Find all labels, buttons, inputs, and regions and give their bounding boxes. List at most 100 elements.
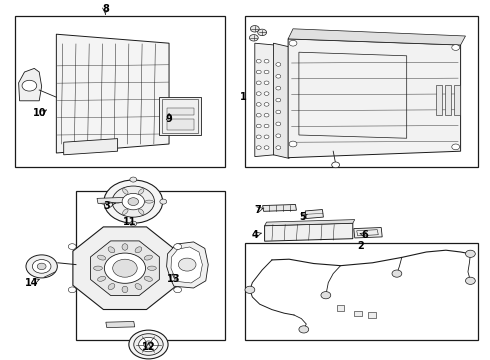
Circle shape xyxy=(321,292,331,299)
Circle shape xyxy=(139,337,158,352)
Text: 12: 12 xyxy=(142,342,155,352)
Circle shape xyxy=(332,162,340,168)
Circle shape xyxy=(264,103,269,106)
Text: 14: 14 xyxy=(25,278,39,288)
Ellipse shape xyxy=(144,255,152,260)
Circle shape xyxy=(392,270,402,277)
Polygon shape xyxy=(288,29,466,45)
Circle shape xyxy=(276,134,281,138)
Circle shape xyxy=(37,263,46,270)
Circle shape xyxy=(264,92,269,95)
Ellipse shape xyxy=(122,189,128,194)
Circle shape xyxy=(264,124,269,128)
Polygon shape xyxy=(64,139,118,155)
Polygon shape xyxy=(265,223,353,241)
Bar xyxy=(445,85,451,115)
Ellipse shape xyxy=(98,255,106,260)
Circle shape xyxy=(256,103,261,106)
Circle shape xyxy=(264,135,269,139)
Text: 8: 8 xyxy=(102,4,109,14)
Circle shape xyxy=(104,180,163,223)
Circle shape xyxy=(26,255,57,278)
Polygon shape xyxy=(171,247,202,283)
Circle shape xyxy=(452,144,460,150)
Circle shape xyxy=(68,287,76,293)
Bar xyxy=(454,85,460,115)
Circle shape xyxy=(466,277,475,284)
Ellipse shape xyxy=(113,200,122,203)
Polygon shape xyxy=(273,43,289,158)
Bar xyxy=(354,311,362,316)
Ellipse shape xyxy=(122,209,128,215)
Circle shape xyxy=(100,199,107,204)
Text: 11: 11 xyxy=(123,217,137,228)
Ellipse shape xyxy=(135,247,142,253)
Circle shape xyxy=(276,75,281,78)
Circle shape xyxy=(32,260,51,273)
Circle shape xyxy=(256,81,261,85)
Text: 10: 10 xyxy=(33,108,47,118)
Circle shape xyxy=(130,177,137,182)
Text: 13: 13 xyxy=(167,274,181,284)
Ellipse shape xyxy=(122,244,128,250)
Circle shape xyxy=(128,198,139,206)
Circle shape xyxy=(178,258,196,271)
Circle shape xyxy=(129,330,168,359)
Ellipse shape xyxy=(145,200,153,203)
Text: 2: 2 xyxy=(357,240,364,251)
Text: 1: 1 xyxy=(240,92,247,102)
Ellipse shape xyxy=(144,276,152,281)
Circle shape xyxy=(113,259,137,277)
Bar xyxy=(337,305,344,311)
Bar xyxy=(159,97,201,135)
Polygon shape xyxy=(354,228,382,238)
Bar xyxy=(245,16,478,167)
Bar xyxy=(167,108,194,115)
Circle shape xyxy=(264,113,269,117)
Polygon shape xyxy=(263,204,296,211)
Circle shape xyxy=(134,334,163,355)
Polygon shape xyxy=(91,241,159,296)
Polygon shape xyxy=(106,321,135,328)
Circle shape xyxy=(289,40,297,46)
Text: 4: 4 xyxy=(251,230,258,240)
Circle shape xyxy=(250,26,259,32)
Text: 9: 9 xyxy=(166,114,172,124)
Circle shape xyxy=(130,221,137,226)
Text: 7: 7 xyxy=(254,204,261,215)
Circle shape xyxy=(122,193,145,210)
Circle shape xyxy=(174,287,182,293)
Circle shape xyxy=(174,244,182,249)
Circle shape xyxy=(264,70,269,74)
Polygon shape xyxy=(56,34,169,153)
Bar xyxy=(368,312,376,318)
Circle shape xyxy=(160,199,167,204)
Text: 5: 5 xyxy=(299,212,306,222)
Circle shape xyxy=(249,35,258,41)
Circle shape xyxy=(466,250,475,257)
Bar xyxy=(162,99,198,133)
Bar xyxy=(15,16,225,167)
Polygon shape xyxy=(305,210,323,219)
Circle shape xyxy=(256,113,261,117)
Circle shape xyxy=(258,29,267,36)
Ellipse shape xyxy=(98,276,106,281)
Ellipse shape xyxy=(147,266,156,270)
Circle shape xyxy=(276,63,281,66)
Circle shape xyxy=(256,124,261,128)
Circle shape xyxy=(264,146,269,149)
Polygon shape xyxy=(265,220,355,226)
Circle shape xyxy=(276,98,281,102)
Ellipse shape xyxy=(135,284,142,289)
Ellipse shape xyxy=(139,189,144,194)
Circle shape xyxy=(256,59,261,63)
Polygon shape xyxy=(167,242,208,288)
Ellipse shape xyxy=(94,266,102,270)
Circle shape xyxy=(299,326,309,333)
Circle shape xyxy=(276,86,281,90)
Bar xyxy=(245,243,478,340)
Polygon shape xyxy=(19,68,42,101)
Circle shape xyxy=(256,135,261,139)
Bar xyxy=(436,85,442,115)
Ellipse shape xyxy=(139,209,144,215)
